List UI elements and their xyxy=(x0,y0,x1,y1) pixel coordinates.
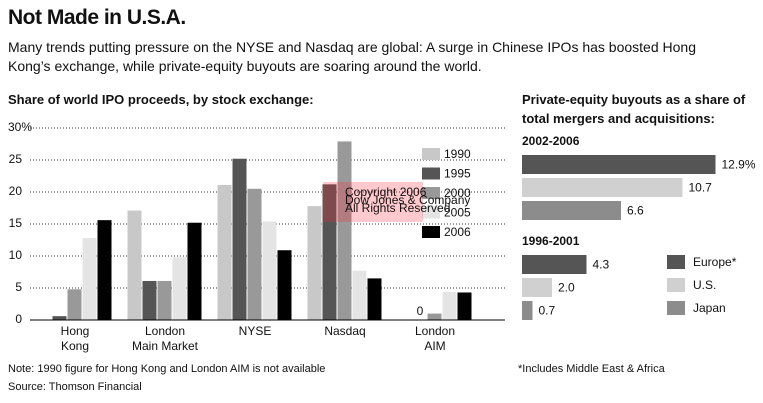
bar xyxy=(82,238,97,320)
bar xyxy=(172,257,187,320)
legend-label: 2005 xyxy=(444,206,471,220)
bar xyxy=(337,141,352,320)
legend-swatch xyxy=(422,226,440,238)
y-tick-label: 15 xyxy=(9,216,23,230)
bar xyxy=(52,316,67,320)
x-tick-label: Hong Kong xyxy=(60,324,90,353)
bar xyxy=(67,289,82,320)
watermark: Dow Jones & Company xyxy=(345,193,470,207)
value-label: 6.6 xyxy=(627,204,644,218)
legend-label: U.S. xyxy=(693,278,716,292)
bar xyxy=(322,184,337,320)
category-label: 1996-2001 xyxy=(522,234,580,248)
x-tick-label: Nasdaq xyxy=(324,324,366,338)
value-label: 0.7 xyxy=(539,304,556,318)
bar xyxy=(187,222,202,320)
bar xyxy=(142,280,157,320)
legend-swatch xyxy=(422,167,440,180)
value-label: 12.9% xyxy=(722,158,756,172)
legend-label: 2006 xyxy=(444,225,471,239)
bar xyxy=(522,201,621,220)
y-tick-label: 0 xyxy=(15,312,22,326)
footnote: *Includes Middle East & Africa xyxy=(518,363,665,375)
y-tick-label: 25 xyxy=(9,152,23,166)
note: Note: 1990 figure for Hong Kong and Lond… xyxy=(8,363,326,375)
y-tick-label: 30% xyxy=(8,120,32,134)
y-tick-label: 5 xyxy=(15,280,22,294)
x-tick-label: London AIM xyxy=(414,324,456,353)
watermark: Copyright 2006 xyxy=(345,185,427,199)
bar xyxy=(427,313,442,320)
bar xyxy=(352,270,367,320)
right-chart-title: Private-equity buyouts as a share of tot… xyxy=(522,92,746,126)
watermark-box xyxy=(323,182,423,222)
legend-label: 1990 xyxy=(444,147,471,161)
bar xyxy=(277,250,292,320)
bar xyxy=(522,255,587,274)
x-tick-label: London Main Market xyxy=(131,324,199,353)
legend-swatch xyxy=(667,301,685,315)
bar xyxy=(307,206,322,320)
legend-label: Japan xyxy=(693,301,726,315)
bar xyxy=(217,184,232,320)
source: Source: Thomson Financial xyxy=(8,381,142,393)
legend-swatch xyxy=(422,148,440,160)
bar xyxy=(97,220,112,320)
bar xyxy=(457,292,472,320)
bar xyxy=(232,158,247,320)
y-tick-label: 10 xyxy=(9,248,23,262)
value-label: 4.3 xyxy=(593,258,610,272)
value-label: 0 xyxy=(417,304,424,318)
value-label: 10.7 xyxy=(689,181,713,195)
bar xyxy=(157,280,172,320)
legend-label: 2000 xyxy=(444,186,471,200)
legend-label: 1995 xyxy=(444,167,471,181)
bar xyxy=(127,210,142,320)
bar xyxy=(367,278,382,320)
legend-swatch xyxy=(667,278,685,292)
bar xyxy=(262,221,277,320)
x-tick-label: NYSE xyxy=(238,324,272,338)
title: Not Made in U.S.A. xyxy=(8,6,186,29)
bar xyxy=(247,188,262,320)
value-label: 2.0 xyxy=(558,281,575,295)
y-tick-label: 20 xyxy=(9,184,23,198)
legend-swatch xyxy=(667,255,685,269)
category-label: 2002-2006 xyxy=(522,134,580,148)
subtitle: Many trends putting pressure on the NYSE… xyxy=(8,39,696,74)
legend-swatch xyxy=(422,187,440,199)
bar xyxy=(522,178,683,197)
watermark: All Rights Reserved xyxy=(345,201,450,215)
bar xyxy=(522,301,533,320)
bar xyxy=(522,278,552,297)
legend-label: Europe* xyxy=(693,255,737,269)
legend-swatch xyxy=(422,206,440,219)
bar xyxy=(522,155,716,174)
bar xyxy=(442,291,457,320)
left-chart-title: Share of world IPO proceeds, by stock ex… xyxy=(8,92,314,107)
